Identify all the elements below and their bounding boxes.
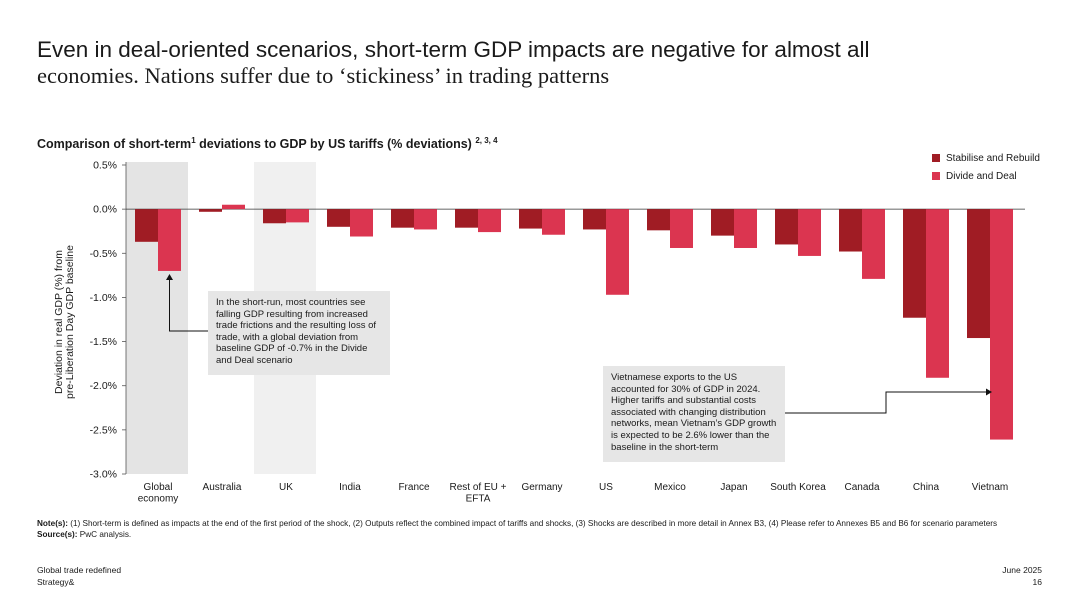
x-tick-label: China <box>913 482 940 493</box>
x-tick-label: Germany <box>521 482 562 493</box>
footer-right: June 2025 16 <box>1002 565 1042 588</box>
y-tick-label: -3.0% <box>90 469 117 481</box>
bar-divide <box>606 209 629 295</box>
callout-connector-vietnam <box>785 391 987 414</box>
footer-page-number: 16 <box>1032 576 1042 587</box>
y-axis-title: Deviation in real GDP (%) frompre-Libera… <box>53 245 76 399</box>
bar-divide <box>350 209 373 237</box>
bar-divide <box>478 209 501 233</box>
arrowhead-global <box>166 273 173 280</box>
headline-line-1: Even in deal-oriented scenarios, short-t… <box>37 37 870 62</box>
y-tick-label: -1.5% <box>90 336 117 348</box>
chart-title-text-2: deviations to GDP by US tariffs (% devia… <box>195 137 476 152</box>
legend-item-divide: Divide and Deal <box>932 167 1040 185</box>
y-tick-label: 0.0% <box>93 204 117 216</box>
bar-divide <box>286 209 309 223</box>
y-axis-title-line-2: pre-Liberation Day GDP baseline <box>64 245 76 399</box>
y-axis-title-line-1: Deviation in real GDP (%) from <box>53 250 65 394</box>
footer-left: Global trade redefined Strategy& <box>37 565 121 588</box>
bar-divide <box>414 209 437 230</box>
bar-stabilise <box>967 209 990 339</box>
headline: Even in deal-oriented scenarios, short-t… <box>37 37 1047 89</box>
notes-line: Note(s): (1) Short-term is defined as im… <box>37 518 1037 529</box>
bar-stabilise <box>263 209 286 224</box>
source-text: PwC analysis. <box>77 530 132 539</box>
callout-vietnam: Vietnamese exports to the US accounted f… <box>603 366 785 462</box>
arrowhead-vietnam <box>986 388 992 396</box>
bar-divide <box>798 209 821 256</box>
legend: Stabilise and Rebuild Divide and Deal <box>932 149 1040 185</box>
callout-global: In the short-run, most countries see fal… <box>208 291 390 375</box>
y-tick-label: -0.5% <box>90 248 117 260</box>
chart-title-footnotes: 2, 3, 4 <box>475 136 498 145</box>
bar-stabilise <box>199 209 222 212</box>
bar-divide <box>990 209 1013 440</box>
x-tick-label: India <box>339 482 361 493</box>
bar-divide <box>158 209 181 271</box>
bar-divide <box>862 209 885 279</box>
x-tick-label: Rest of EU + <box>450 482 507 493</box>
x-tick-label: economy <box>138 494 179 505</box>
notes-label: Note(s): <box>37 519 68 528</box>
x-tick-label: EFTA <box>466 494 491 505</box>
bar-stabilise <box>135 209 158 242</box>
bar-stabilise <box>455 209 478 228</box>
bar-divide <box>222 204 245 210</box>
legend-label-divide: Divide and Deal <box>946 170 1017 182</box>
x-tick-label: France <box>398 482 430 493</box>
x-tick-label: Vietnam <box>972 482 1009 493</box>
legend-swatch-divide <box>932 172 940 180</box>
x-tick-label: UK <box>279 482 293 493</box>
bar-divide <box>734 209 757 248</box>
source-label: Source(s): <box>37 530 78 539</box>
y-tick-label: 0.5% <box>93 160 117 172</box>
chart-title: Comparison of short-term1 deviations to … <box>37 136 498 151</box>
chart-title-footnote-1: 1 <box>191 136 196 145</box>
x-tick-label: Japan <box>720 482 747 493</box>
bar-stabilise <box>647 209 670 231</box>
bar-stabilise <box>775 209 798 245</box>
bar-divide <box>670 209 693 248</box>
bar-stabilise <box>391 209 414 228</box>
legend-label-stabilise: Stabilise and Rebuild <box>946 152 1040 164</box>
x-tick-label: Australia <box>203 482 242 493</box>
legend-item-stabilise: Stabilise and Rebuild <box>932 149 1040 167</box>
footer-date: June 2025 <box>1002 565 1042 575</box>
footer-brand: Strategy& <box>37 576 75 587</box>
bar-stabilise <box>583 209 606 230</box>
chart-title-text: Comparison of short-term <box>37 137 192 152</box>
footer-report-title: Global trade redefined <box>37 565 122 575</box>
bar-stabilise <box>711 209 734 236</box>
y-tick-label: -2.0% <box>90 380 117 392</box>
bar-stabilise <box>519 209 542 229</box>
source-line: Source(s): PwC analysis. <box>37 529 1037 540</box>
x-tick-label: Mexico <box>654 482 686 493</box>
y-tick-label: -2.5% <box>90 424 117 436</box>
bar-stabilise <box>327 209 350 227</box>
notes: Note(s): (1) Short-term is defined as im… <box>37 518 1037 540</box>
headline-line-2: economies. Nations suffer due to ‘sticki… <box>37 63 610 88</box>
x-tick-label: Canada <box>844 482 879 493</box>
bar-divide <box>926 209 949 378</box>
bar-stabilise <box>903 209 926 318</box>
x-tick-label: South Korea <box>770 482 826 493</box>
x-tick-label: Global <box>144 482 173 493</box>
callout-connector-global <box>169 278 208 332</box>
notes-text: (1) Short-term is defined as impacts at … <box>67 519 998 528</box>
y-tick-label: -1.0% <box>90 292 117 304</box>
bar-divide <box>542 209 565 235</box>
legend-swatch-stabilise <box>932 154 940 162</box>
bar-stabilise <box>839 209 862 252</box>
x-tick-label: US <box>599 482 613 493</box>
